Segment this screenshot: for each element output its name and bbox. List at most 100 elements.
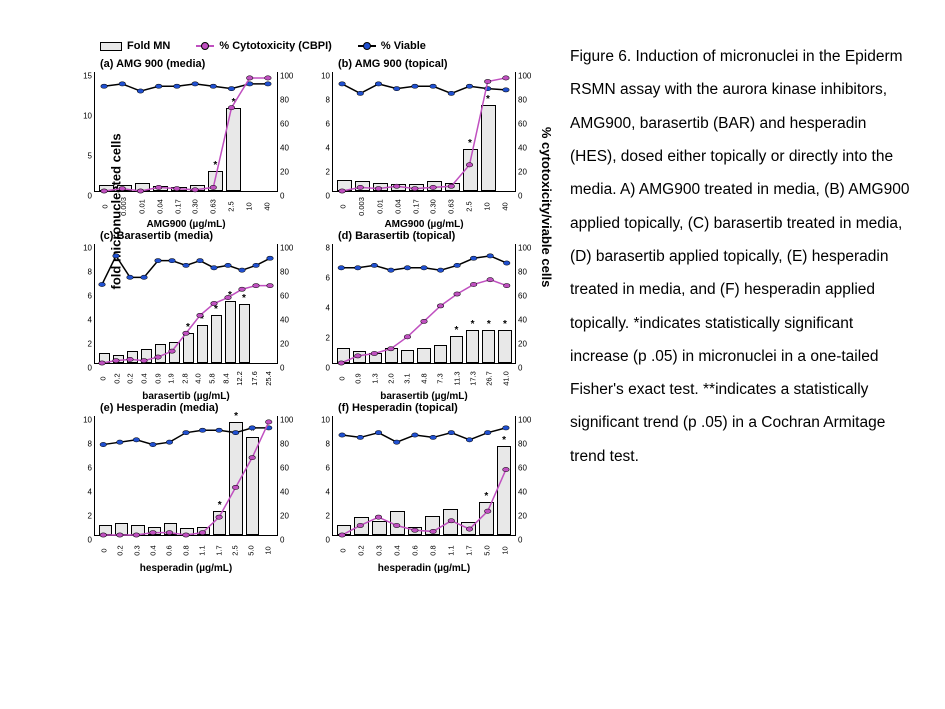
xtick: 1.1 xyxy=(198,542,207,558)
legend-cyto-label: % Cytotoxicity (CBPI) xyxy=(219,40,331,52)
xtick: 0 xyxy=(338,198,347,216)
panel-title: (f) Hesperadin (topical) xyxy=(338,402,540,414)
xlabel: barasertib (µg/mL) xyxy=(332,391,516,402)
xtick: 0.6 xyxy=(411,542,420,560)
xtick: 2.0 xyxy=(387,370,396,386)
xtick: 0.4 xyxy=(393,542,402,560)
xtick: 5.0 xyxy=(483,542,492,560)
xtick: 12.2 xyxy=(235,371,244,386)
legend-viable: % Viable xyxy=(358,40,426,52)
xtick: 5.0 xyxy=(247,542,256,558)
xtick: 2.5 xyxy=(465,198,474,216)
plot-area: **** xyxy=(332,244,516,364)
xtick: 0.003 xyxy=(357,197,366,216)
xtick: 3.1 xyxy=(403,370,412,386)
panel-title: (a) AMG 900 (media) xyxy=(100,58,302,70)
xtick: 0.30 xyxy=(429,198,438,216)
xlabel: hesperadin (µg/mL) xyxy=(94,563,278,574)
plot-area: ** xyxy=(332,416,516,536)
xtick: 0.6 xyxy=(165,542,174,558)
legend-fold-mn-label: Fold MN xyxy=(127,40,170,52)
xtick: 4.0 xyxy=(194,372,203,386)
panel-a: (a) AMG 900 (media)051015**0204060801000… xyxy=(70,58,302,226)
xtick: 0.8 xyxy=(181,542,190,558)
plot-area: ** xyxy=(332,72,516,192)
xtick: 0.63 xyxy=(209,198,218,216)
ylabel-right: % cytotoxicity/viable cells xyxy=(539,126,554,286)
xtick: 0.2 xyxy=(126,372,135,386)
panel-title: (c) Barasertib (media) xyxy=(100,230,302,242)
xtick: 0 xyxy=(100,542,109,558)
xlabel: AMG900 (µg/mL) xyxy=(94,219,278,230)
xtick: 0.4 xyxy=(139,372,148,386)
legend-viable-marker-icon xyxy=(358,45,376,47)
legend-fold-mn: Fold MN xyxy=(100,40,170,52)
legend-cyto: % Cytotoxicity (CBPI) xyxy=(196,40,331,52)
xtick: 4.8 xyxy=(419,370,428,386)
xtick: 0 xyxy=(98,372,107,386)
xtick: 17.6 xyxy=(250,371,259,386)
figure-caption: Figure 6. Induction of micronuclei in th… xyxy=(570,40,915,473)
xtick: 25.4 xyxy=(264,371,273,386)
xtick: 0.003 xyxy=(119,197,128,216)
plot-area: ***** xyxy=(94,244,278,364)
xtick: 17.3 xyxy=(469,370,478,386)
xtick: 2.8 xyxy=(180,372,189,386)
xtick: 1.3 xyxy=(370,370,379,386)
xtick: 2.5 xyxy=(227,198,236,216)
xtick: 8.4 xyxy=(221,372,230,386)
xtick: 0.17 xyxy=(173,198,182,216)
xtick: 0.04 xyxy=(393,198,402,216)
xtick: 40 xyxy=(500,198,509,216)
xtick: 0.01 xyxy=(137,198,146,216)
xtick: 0.17 xyxy=(411,198,420,216)
plot-area: ** xyxy=(94,72,278,192)
xtick: 0.2 xyxy=(116,542,125,558)
xtick: 0.63 xyxy=(447,198,456,216)
panel-f: (f) Hesperadin (topical)0246810**0204060… xyxy=(308,402,540,570)
panel-title: (e) Hesperadin (media) xyxy=(100,402,302,414)
xtick: 10 xyxy=(501,542,510,560)
xtick: 0.01 xyxy=(375,198,384,216)
xtick: 1.1 xyxy=(447,542,456,560)
xtick: 2.5 xyxy=(231,542,240,558)
xtick: 1.9 xyxy=(166,372,175,386)
xtick: 0.2 xyxy=(112,372,121,386)
xtick: 41.0 xyxy=(501,370,510,386)
xtick: 0.9 xyxy=(153,372,162,386)
xtick: 0.3 xyxy=(132,542,141,558)
xlabel: hesperadin (µg/mL) xyxy=(332,563,516,574)
figure-panel: Fold MN % Cytotoxicity (CBPI) % Viable f… xyxy=(70,40,540,679)
panel-title: (b) AMG 900 (topical) xyxy=(338,58,540,70)
xlabel: AMG900 (µg/mL) xyxy=(332,219,516,230)
xlabel: barasertib (µg/mL) xyxy=(94,391,278,402)
legend-viable-label: % Viable xyxy=(381,40,426,52)
xtick: 40 xyxy=(262,198,271,216)
panel-b: (b) AMG 900 (topical)0246810**0204060801… xyxy=(308,58,540,226)
xtick: 0.9 xyxy=(354,370,363,386)
xtick: 0.4 xyxy=(149,542,158,558)
plot-area: *** xyxy=(94,416,278,536)
xtick: 0.04 xyxy=(155,198,164,216)
xtick: 0 xyxy=(338,370,347,386)
xtick: 0 xyxy=(100,198,109,216)
legend-cyto-marker-icon xyxy=(196,45,214,47)
xtick: 1.7 xyxy=(465,542,474,560)
panel-d: (d) Barasertib (topical)02468****0204060… xyxy=(308,230,540,398)
xtick: 5.8 xyxy=(207,372,216,386)
panel-e: (e) Hesperadin (media)0246810***02040608… xyxy=(70,402,302,570)
panel-grid: (a) AMG 900 (media)051015**0204060801000… xyxy=(70,58,540,570)
panel-title: (d) Barasertib (topical) xyxy=(338,230,540,242)
xtick: 10 xyxy=(263,542,272,558)
legend: Fold MN % Cytotoxicity (CBPI) % Viable xyxy=(100,40,540,52)
xtick: 0 xyxy=(339,542,348,560)
xtick: 0.30 xyxy=(191,198,200,216)
xtick: 0.3 xyxy=(375,542,384,560)
xtick: 0.2 xyxy=(357,542,366,560)
xtick: 26.7 xyxy=(485,370,494,386)
caption-panel: Figure 6. Induction of micronuclei in th… xyxy=(540,40,915,679)
legend-box-icon xyxy=(100,42,122,51)
xtick: 0.8 xyxy=(429,542,438,560)
panel-c: (c) Barasertib (media)0246810*****020406… xyxy=(70,230,302,398)
xtick: 7.3 xyxy=(436,370,445,386)
